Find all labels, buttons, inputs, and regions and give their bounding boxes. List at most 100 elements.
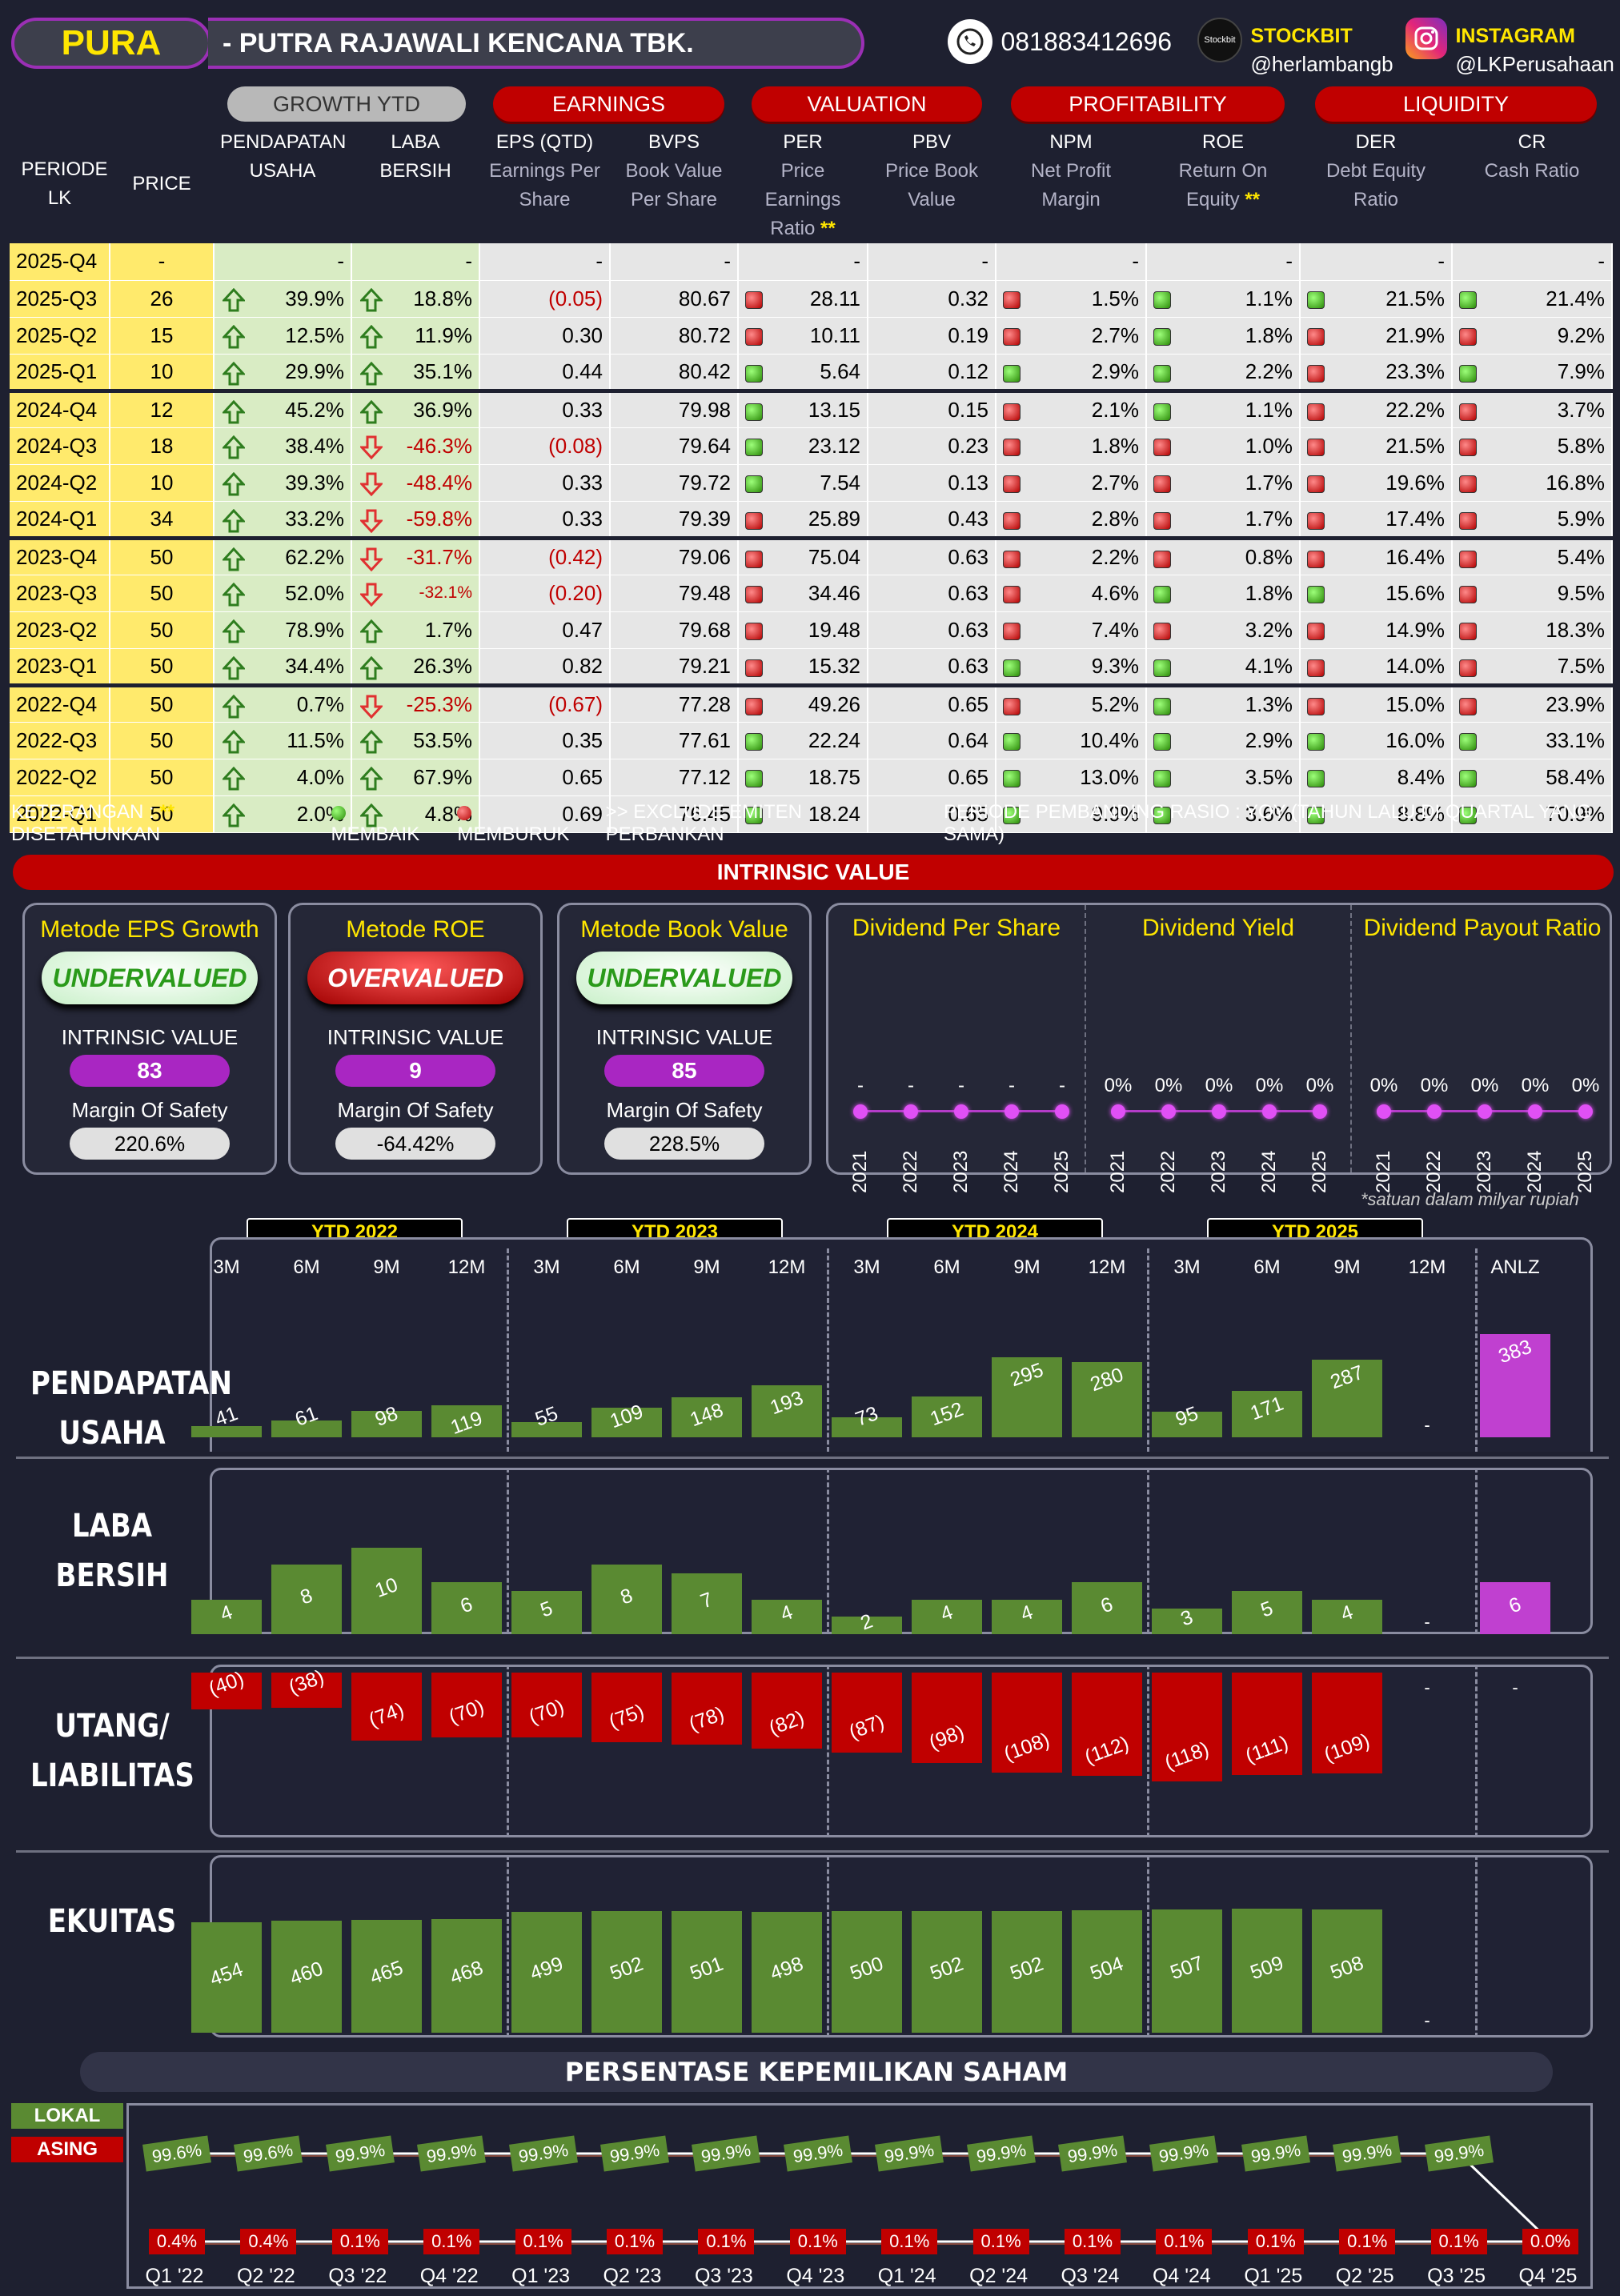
cell-der: - — [1300, 243, 1453, 281]
cell-der: 21.5% — [1300, 427, 1453, 465]
col-desc: Net Profit Margin — [1030, 160, 1112, 210]
cell-eps: 0.69 — [479, 795, 611, 833]
quarter-label: Q4 '25 — [1518, 2265, 1578, 2287]
cell-per: 10.11 — [738, 317, 868, 355]
instagram-icon — [1405, 18, 1447, 59]
cell-der: 21.5% — [1300, 280, 1453, 318]
year-separator — [1475, 1665, 1478, 1837]
cell-npm: 1.8% — [996, 427, 1147, 465]
green-dot-icon — [745, 438, 763, 456]
green-dot-icon — [745, 364, 763, 383]
quarter-label: Q3 '25 — [1427, 2265, 1486, 2287]
quarter-label: Q1 '22 — [145, 2265, 204, 2287]
bar — [431, 1918, 502, 2033]
margin-of-safety: 220.6% — [70, 1128, 230, 1160]
cell-cr: 9.2% — [1452, 317, 1613, 355]
red-dot-icon — [745, 511, 763, 530]
year-separator — [1147, 1855, 1149, 2038]
cell-bvps: 79.06 — [610, 535, 739, 575]
cell-npm: 2.8% — [996, 501, 1147, 539]
dividend-column: Dividend Payout Ratio 0% 2021 0% 2022 0% 2023 0… — [1352, 905, 1613, 1193]
bar — [672, 1573, 742, 1634]
cell-price: 15 — [110, 317, 215, 355]
year-separator — [1147, 1665, 1149, 1837]
cell-eps: 0.33 — [479, 388, 611, 428]
cell-roe: 1.8% — [1146, 317, 1301, 355]
cell-roe: 1.7% — [1146, 464, 1301, 502]
cell-eps: (0.20) — [479, 575, 611, 612]
cell-netprofit-growth: 36.9% — [351, 388, 480, 428]
ticker-badge: PURA — [11, 18, 211, 69]
arrow-up-icon — [221, 508, 247, 533]
dividend-point — [1111, 1104, 1125, 1119]
quarter-label: Q2 '23 — [603, 2265, 662, 2287]
bar — [912, 1599, 982, 1634]
cell-periode: 2025-Q1 — [10, 354, 110, 391]
cell-eps: 0.65 — [479, 759, 611, 796]
bar — [672, 1673, 742, 1745]
bar — [511, 1422, 582, 1437]
year-separator — [827, 1855, 829, 2038]
cell-cr: 23.9% — [1452, 683, 1613, 723]
cell-revenue-growth: 29.9% — [214, 354, 352, 391]
cell-per: 15.32 — [738, 648, 868, 686]
arrow-up-icon — [221, 399, 247, 424]
red-dot-icon — [1307, 403, 1325, 421]
company-name: - PUTRA RAJAWALI KENCANA TBK. — [208, 18, 864, 69]
bar — [832, 1673, 902, 1753]
arrow-up-icon — [359, 324, 384, 349]
cell-revenue-growth: 4.0% — [214, 759, 352, 796]
dividend-year: 2022 — [1157, 1150, 1179, 1193]
year-separator — [827, 1468, 829, 1634]
cell-npm: 4.6% — [996, 575, 1147, 612]
table-row: 2022-Q1 50 2.0% 4.8% 0.69 76.45 18.24 0.65 9.9% 3… — [10, 795, 1613, 833]
cell-der: 16.0% — [1300, 722, 1453, 759]
green-dot-icon — [745, 769, 763, 787]
cell-bvps: 79.64 — [610, 427, 739, 465]
cell-per: 34.46 — [738, 575, 868, 612]
unit-footnote: *satuan dalam milyar rupiah — [1361, 1189, 1579, 1209]
bar — [1232, 1590, 1302, 1634]
dividend-point — [1313, 1104, 1327, 1119]
green-dot-icon — [1459, 364, 1477, 383]
cell-pbv: 0.12 — [868, 354, 996, 391]
bar — [191, 1599, 262, 1634]
group-header-profitability: PROFITABILITY — [1010, 86, 1285, 122]
cell-cr: 18.3% — [1452, 611, 1613, 649]
red-dot-icon — [1307, 550, 1325, 568]
arrow-up-icon — [359, 655, 384, 680]
cell-der: 8.8% — [1300, 795, 1453, 833]
table-row: 2024-Q3 18 38.4% -46.3% (0.08) 79.64 23.12 0.23… — [10, 427, 1613, 465]
cell-roe: 4.1% — [1146, 648, 1301, 686]
cell-netprofit-growth: -46.3% — [351, 427, 480, 465]
dividend-year: 2025 — [1574, 1150, 1596, 1193]
green-dot-icon — [1153, 585, 1171, 603]
cell-pbv: 0.15 — [868, 388, 996, 428]
col-desc: Earnings Per Share — [489, 160, 600, 210]
cell-revenue-growth: 0.7% — [214, 683, 352, 723]
cell-roe: 0.8% — [1146, 535, 1301, 575]
cell-per: 5.64 — [738, 354, 868, 391]
asing-value: 0.4% — [240, 2229, 297, 2254]
cell-cr: 16.8% — [1452, 464, 1613, 502]
cell-price: 10 — [110, 354, 215, 391]
dividend-point — [853, 1104, 868, 1119]
stockbit-contact: Stockbit STOCKBIT @herlambangb — [1197, 18, 1393, 76]
dividend-point — [1262, 1104, 1277, 1119]
dividend-point — [1055, 1104, 1069, 1119]
red-dot-icon — [1307, 438, 1325, 456]
cell-netprofit-growth: -59.8% — [351, 501, 480, 539]
cell-revenue-growth: 45.2% — [214, 388, 352, 428]
bar — [912, 1673, 982, 1764]
cell-roe: 1.1% — [1146, 388, 1301, 428]
table-body: GROWTH YTD EARNINGS VALUATION PROFITABILITY… — [10, 83, 1613, 833]
quarter-label: Q1 '24 — [877, 2265, 936, 2287]
period-label: 9M — [1333, 1256, 1361, 1278]
quarter-label: Q3 '24 — [1061, 2265, 1120, 2287]
period-label: 6M — [613, 1256, 640, 1278]
cell-cr: 58.4% — [1452, 759, 1613, 796]
cell-bvps: 76.45 — [610, 795, 739, 833]
bar — [1312, 1673, 1382, 1773]
financial-table: GROWTH YTD EARNINGS VALUATION PROFITABILITY… — [10, 83, 1613, 833]
cell-roe: 3.5% — [1146, 759, 1301, 796]
